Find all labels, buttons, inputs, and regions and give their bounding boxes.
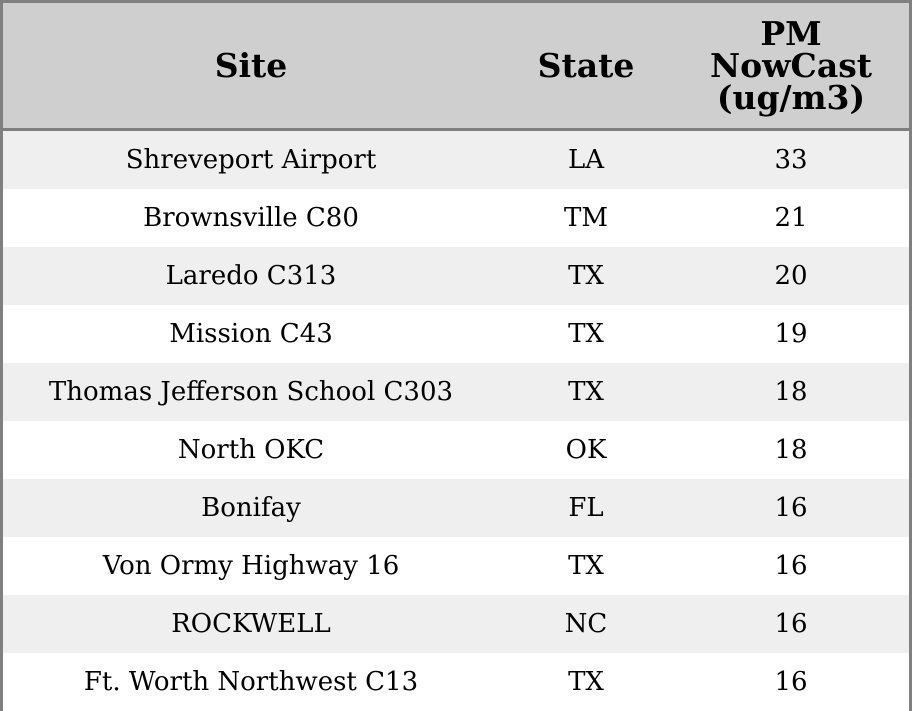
header-state: State: [499, 3, 673, 131]
header-row: Site State PM NowCast (ug/m3): [3, 3, 909, 131]
table-row: Mission C43 TX 19: [3, 305, 909, 363]
table-row: Thomas Jefferson School C303 TX 18: [3, 363, 909, 421]
table-row: Von Ormy Highway 16 TX 16: [3, 537, 909, 595]
cell-state: LA: [499, 129, 673, 189]
table-row: Ft. Worth Northwest C13 TX 16: [3, 653, 909, 711]
header-state-label: State: [537, 45, 635, 85]
cell-state: TM: [499, 189, 673, 247]
cell-pm: 21: [673, 189, 909, 247]
cell-state: OK: [499, 421, 673, 479]
cell-site: ROCKWELL: [3, 595, 499, 653]
cell-state: TX: [499, 247, 673, 305]
table-row: Laredo C313 TX 20: [3, 247, 909, 305]
pm-nowcast-table: Site State PM NowCast (ug/m3) Shreveport…: [3, 3, 909, 711]
cell-site: Mission C43: [3, 305, 499, 363]
cell-pm: 16: [673, 595, 909, 653]
cell-site: North OKC: [3, 421, 499, 479]
table-row: Brownsville C80 TM 21: [3, 189, 909, 247]
cell-site: Bonifay: [3, 479, 499, 537]
header-site-label: Site: [214, 45, 288, 85]
cell-site: Thomas Jefferson School C303: [3, 363, 499, 421]
table-row: Shreveport Airport LA 33: [3, 129, 909, 189]
table-row: Bonifay FL 16: [3, 479, 909, 537]
header-site: Site: [3, 3, 499, 131]
header-pm-line-1: PM: [760, 13, 822, 53]
cell-pm: 18: [673, 421, 909, 479]
cell-site: Brownsville C80: [3, 189, 499, 247]
cell-pm: 18: [673, 363, 909, 421]
cell-state: TX: [499, 653, 673, 711]
cell-state: NC: [499, 595, 673, 653]
table-row: ROCKWELL NC 16: [3, 595, 909, 653]
cell-site: Ft. Worth Northwest C13: [3, 653, 499, 711]
cell-state: TX: [499, 363, 673, 421]
header-pm-line-3: (ug/m3): [716, 77, 866, 117]
header-pm-line-2: NowCast: [709, 45, 873, 85]
header-pm-nowcast: PM NowCast (ug/m3): [673, 3, 909, 131]
cell-pm: 20: [673, 247, 909, 305]
cell-site: Laredo C313: [3, 247, 499, 305]
cell-state: TX: [499, 305, 673, 363]
cell-pm: 19: [673, 305, 909, 363]
cell-site: Von Ormy Highway 16: [3, 537, 499, 595]
cell-state: TX: [499, 537, 673, 595]
cell-site: Shreveport Airport: [3, 129, 499, 189]
cell-state: FL: [499, 479, 673, 537]
cell-pm: 33: [673, 129, 909, 189]
cell-pm: 16: [673, 653, 909, 711]
cell-pm: 16: [673, 479, 909, 537]
table-row: North OKC OK 18: [3, 421, 909, 479]
cell-pm: 16: [673, 537, 909, 595]
